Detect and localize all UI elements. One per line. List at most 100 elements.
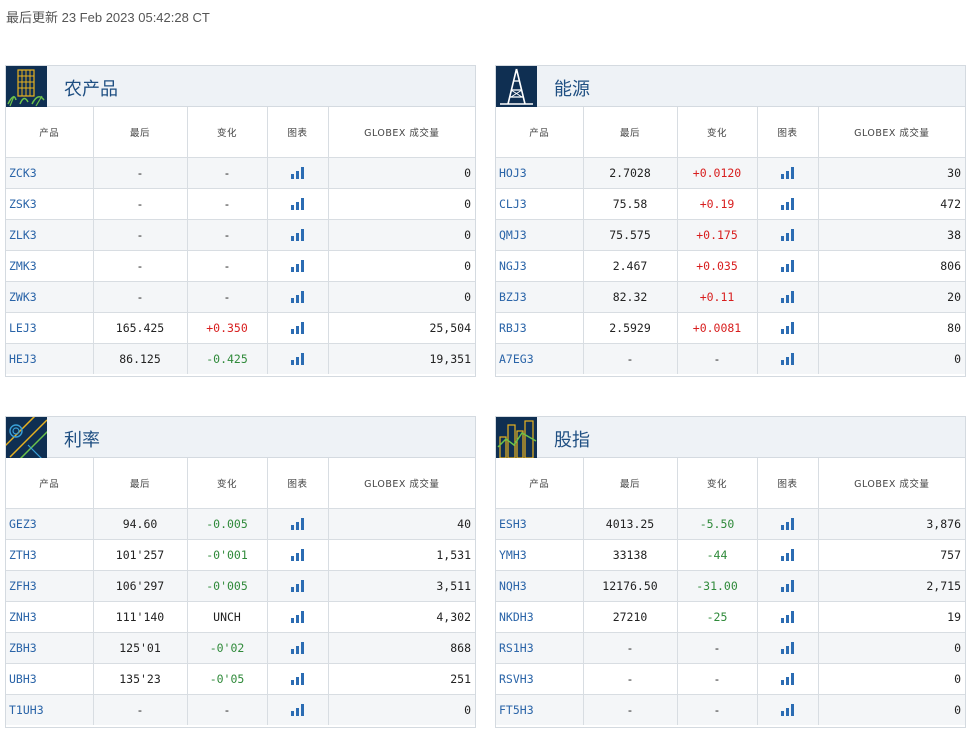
table-row: HOJ3 2.7028 +0.0120 30 bbox=[496, 157, 965, 189]
bar-chart-icon[interactable] bbox=[290, 642, 305, 654]
oil-derrick-icon bbox=[496, 66, 537, 107]
product-symbol-link[interactable]: RSVH3 bbox=[496, 663, 584, 695]
bar-chart-icon[interactable] bbox=[290, 611, 305, 623]
bar-chart-icon[interactable] bbox=[780, 291, 795, 303]
bar-chart-icon[interactable] bbox=[780, 229, 795, 241]
table-row: T1UH3- -0 bbox=[6, 694, 475, 725]
panel-title: 农产品 bbox=[64, 79, 118, 100]
product-symbol-link[interactable]: FT5H3 bbox=[496, 694, 584, 725]
col-header-change[interactable]: 变化 bbox=[187, 458, 268, 509]
product-symbol-link[interactable]: UBH3 bbox=[6, 663, 94, 695]
product-symbol-link[interactable]: RS1H3 bbox=[496, 632, 584, 664]
quotes-table: 产品 最后 变化 图表 GLOBEX 成交量 HOJ3 2.7028 +0.0120… bbox=[496, 107, 965, 374]
chart-cell bbox=[267, 632, 329, 664]
product-symbol-link[interactable]: HOJ3 bbox=[496, 157, 584, 189]
table-row: HEJ3 86.125 -0.425 19,351 bbox=[6, 343, 475, 374]
product-symbol-link[interactable]: RBJ3 bbox=[496, 312, 584, 344]
table-row: ZTH3 101'257 -0'001 1,531 bbox=[6, 539, 475, 571]
table-row: ZSK3- -0 bbox=[6, 188, 475, 220]
product-symbol-link[interactable]: ZCK3 bbox=[6, 157, 94, 189]
product-symbol-link[interactable]: ZMK3 bbox=[6, 250, 94, 282]
price-change: - bbox=[677, 663, 758, 695]
product-symbol-link[interactable]: ESH3 bbox=[496, 508, 584, 540]
bar-chart-icon[interactable] bbox=[780, 322, 795, 334]
product-symbol-link[interactable]: ZSK3 bbox=[6, 188, 94, 220]
globex-volume: 4,302 bbox=[328, 601, 475, 633]
bar-chart-icon[interactable] bbox=[780, 518, 795, 530]
product-symbol-link[interactable]: ZLK3 bbox=[6, 219, 94, 251]
col-header-volume[interactable]: GLOBEX 成交量 bbox=[818, 107, 965, 158]
col-header-last[interactable]: 最后 bbox=[583, 458, 678, 509]
bar-chart-icon[interactable] bbox=[290, 322, 305, 334]
table-row: NQH3 12176.50 -31.00 2,715 bbox=[496, 570, 965, 602]
last-price: - bbox=[93, 281, 188, 313]
last-price: - bbox=[93, 157, 188, 189]
price-change: - bbox=[677, 632, 758, 664]
bar-chart-icon[interactable] bbox=[290, 167, 305, 179]
price-change: +0.11 bbox=[677, 281, 758, 313]
product-symbol-link[interactable]: ZFH3 bbox=[6, 570, 94, 602]
bar-chart-icon[interactable] bbox=[290, 704, 305, 717]
col-header-product[interactable]: 产品 bbox=[6, 107, 94, 158]
product-symbol-link[interactable]: ZBH3 bbox=[6, 632, 94, 664]
col-header-last[interactable]: 最后 bbox=[583, 107, 678, 158]
product-symbol-link[interactable]: LEJ3 bbox=[6, 312, 94, 344]
chart-cell bbox=[757, 694, 819, 725]
col-header-volume[interactable]: GLOBEX 成交量 bbox=[818, 458, 965, 509]
last-price: 27210 bbox=[583, 601, 678, 633]
bar-chart-icon[interactable] bbox=[290, 229, 305, 241]
globex-volume: 1,531 bbox=[328, 539, 475, 571]
last-price: 75.575 bbox=[583, 219, 678, 251]
product-symbol-link[interactable]: YMH3 bbox=[496, 539, 584, 571]
last-price: - bbox=[93, 219, 188, 251]
col-header-chart: 图表 bbox=[267, 458, 329, 509]
bar-chart-icon[interactable] bbox=[780, 198, 795, 210]
col-header-product[interactable]: 产品 bbox=[496, 458, 584, 509]
quotes-table: 产品 最后 变化 图表 GLOBEX 成交量 ESH3 4013.25 -5.50 3… bbox=[496, 458, 965, 725]
bar-chart-icon[interactable] bbox=[290, 518, 305, 530]
product-symbol-link[interactable]: CLJ3 bbox=[496, 188, 584, 220]
col-header-last[interactable]: 最后 bbox=[93, 107, 188, 158]
bar-chart-icon[interactable] bbox=[780, 353, 795, 366]
col-header-change[interactable]: 变化 bbox=[677, 107, 758, 158]
col-header-change[interactable]: 变化 bbox=[187, 107, 268, 158]
col-header-product[interactable]: 产品 bbox=[496, 107, 584, 158]
col-header-product[interactable]: 产品 bbox=[6, 458, 94, 509]
col-header-change[interactable]: 变化 bbox=[677, 458, 758, 509]
product-symbol-link[interactable]: HEJ3 bbox=[6, 343, 94, 374]
bar-chart-icon[interactable] bbox=[780, 580, 795, 592]
bar-chart-icon[interactable] bbox=[780, 673, 795, 685]
bar-chart-icon[interactable] bbox=[290, 580, 305, 592]
panel-interest-rates: 利率 产品 最后 变化 图表 GLOBEX 成交量 GEZ3 94.60 -0.00… bbox=[5, 416, 476, 728]
bar-chart-icon[interactable] bbox=[780, 167, 795, 179]
product-symbol-link[interactable]: ZWK3 bbox=[6, 281, 94, 313]
bar-chart-icon[interactable] bbox=[290, 198, 305, 210]
city-skyline-icon bbox=[496, 417, 537, 458]
product-symbol-link[interactable]: GEZ3 bbox=[6, 508, 94, 540]
last-price: 2.7028 bbox=[583, 157, 678, 189]
bar-chart-icon[interactable] bbox=[780, 611, 795, 623]
bar-chart-icon[interactable] bbox=[290, 291, 305, 303]
product-symbol-link[interactable]: ZNH3 bbox=[6, 601, 94, 633]
product-symbol-link[interactable]: BZJ3 bbox=[496, 281, 584, 313]
bar-chart-icon[interactable] bbox=[780, 549, 795, 561]
bar-chart-icon[interactable] bbox=[290, 353, 305, 366]
product-symbol-link[interactable]: NGJ3 bbox=[496, 250, 584, 282]
col-header-volume[interactable]: GLOBEX 成交量 bbox=[328, 458, 475, 509]
bar-chart-icon[interactable] bbox=[780, 642, 795, 654]
bar-chart-icon[interactable] bbox=[780, 260, 795, 272]
col-header-volume[interactable]: GLOBEX 成交量 bbox=[328, 107, 475, 158]
col-header-last[interactable]: 最后 bbox=[93, 458, 188, 509]
bar-chart-icon[interactable] bbox=[290, 549, 305, 561]
chart-cell bbox=[267, 219, 329, 251]
product-symbol-link[interactable]: A7EG3 bbox=[496, 343, 584, 374]
bar-chart-icon[interactable] bbox=[290, 260, 305, 272]
product-symbol-link[interactable]: NKDH3 bbox=[496, 601, 584, 633]
bar-chart-icon[interactable] bbox=[290, 673, 305, 685]
bar-chart-icon[interactable] bbox=[780, 704, 795, 717]
product-symbol-link[interactable]: NQH3 bbox=[496, 570, 584, 602]
product-symbol-link[interactable]: ZTH3 bbox=[6, 539, 94, 571]
product-symbol-link[interactable]: QMJ3 bbox=[496, 219, 584, 251]
product-symbol-link[interactable]: T1UH3 bbox=[6, 694, 94, 725]
price-change: - bbox=[677, 343, 758, 374]
